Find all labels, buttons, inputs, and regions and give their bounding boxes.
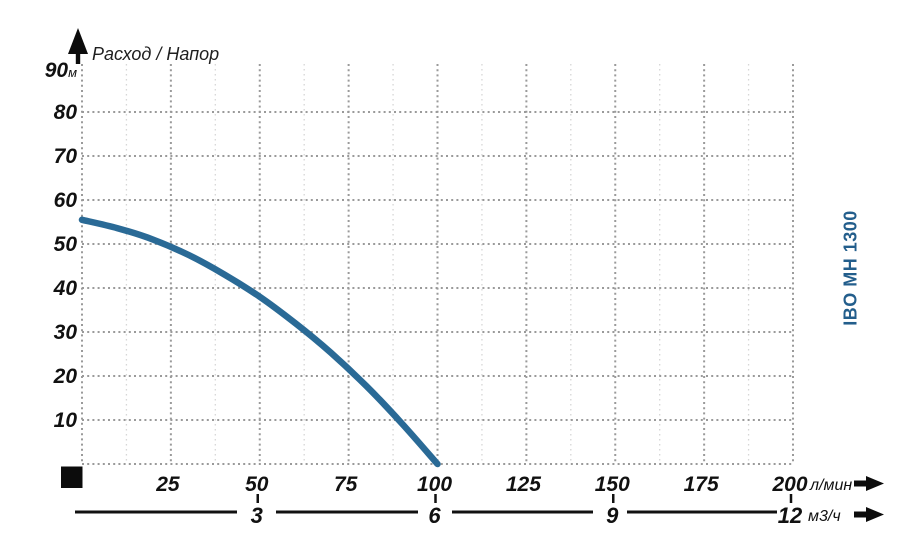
right-arrow-icon	[854, 507, 884, 522]
x-tick-label-lmin: 75	[334, 473, 358, 496]
x-tick-label-lmin: 175	[684, 473, 719, 496]
x-tick-label-lmin: 125	[506, 473, 541, 496]
up-arrow-stem	[75, 52, 81, 64]
x-tick-label-lmin: 25	[155, 473, 180, 496]
y-tick-label: 30	[54, 321, 78, 344]
y-tick-label: 50	[54, 233, 78, 256]
series-name-label: IBO MH 1300	[840, 210, 861, 326]
x-tick-label-lmin: 50	[245, 473, 269, 496]
right-arrow-icon	[854, 476, 884, 491]
pump-performance-curve	[78, 216, 441, 468]
chart-title: Расход / Напор	[92, 44, 220, 64]
x-tick-label-m3h: 3	[251, 503, 263, 528]
y-tick-label: 40	[53, 277, 78, 300]
up-arrow-icon	[68, 28, 88, 54]
x-tick-label-m3h: 6	[428, 503, 441, 528]
x-tick-label-lmin: 100	[417, 473, 452, 496]
y-tick-label: 70	[54, 145, 78, 168]
y-tick-label: 60	[54, 189, 78, 212]
x-axis-unit-secondary: м3/ч	[808, 508, 841, 525]
x-tick-label-lmin: 200	[771, 473, 807, 496]
x-tick-label-lmin: 150	[595, 473, 630, 496]
origin-square-marker	[61, 466, 83, 488]
y-tick-label: 80	[54, 101, 78, 124]
y-tick-label-max: 90м	[45, 59, 77, 82]
x-tick-label-m3h: 9	[606, 503, 619, 528]
y-tick-label: 20	[53, 365, 78, 388]
x-tick-label-m3h: 12	[778, 503, 803, 528]
x-axis-unit-primary: л/мин	[809, 477, 852, 494]
y-tick-label: 10	[54, 409, 78, 432]
